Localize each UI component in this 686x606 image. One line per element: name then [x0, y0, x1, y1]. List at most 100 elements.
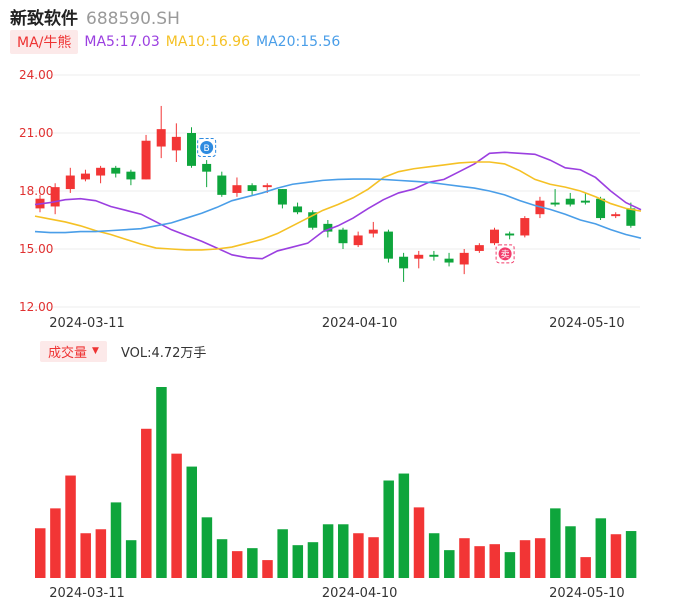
marker-dot: [200, 141, 214, 154]
volume-bar: [338, 524, 349, 578]
volume-bar: [35, 528, 46, 578]
volume-bar: [368, 537, 379, 578]
candle-body: [596, 198, 606, 219]
volume-bar: [292, 545, 304, 578]
volume-bar: [504, 552, 516, 578]
candle-body: [550, 202, 560, 205]
ma10-value: MA10:16.96: [165, 34, 251, 50]
candle-body: [96, 167, 106, 176]
candle-body: [611, 214, 621, 217]
candle-body: [277, 189, 287, 205]
ma10-line: [34, 161, 642, 251]
y-tick-label: 24.00: [19, 68, 53, 82]
x-tick-label: 2024-03-11: [49, 586, 125, 601]
candle-body: [383, 231, 393, 259]
volume-bar: [550, 508, 561, 578]
price-grid: [25, 74, 640, 308]
volume-bar: [95, 529, 107, 578]
candle-body: [80, 173, 90, 180]
volume-bar: [277, 529, 288, 578]
candle-body: [474, 245, 484, 251]
candle-body: [293, 206, 303, 213]
marker-label: 卖: [501, 249, 510, 260]
candle-body: [414, 254, 424, 259]
x-tick-label: 2024-05-10: [549, 316, 625, 331]
candle-body: [338, 229, 348, 244]
volume-value: VOL:4.72万手: [120, 345, 207, 361]
candle-body: [580, 200, 590, 203]
volume-toggle-button[interactable]: 成交量 ▼: [40, 340, 107, 362]
x-tick-label: 2024-04-10: [322, 316, 398, 331]
ma20-value: MA20:15.56: [256, 34, 341, 50]
volume-bar: [171, 453, 182, 578]
candle-body: [353, 235, 363, 246]
candle-body: [308, 212, 318, 228]
volume-bar: [156, 387, 167, 578]
volume-bar: [595, 518, 607, 578]
candle-body: [399, 256, 409, 269]
volume-bar: [428, 533, 440, 578]
sell-marker-icon: 卖: [495, 244, 515, 264]
volume-bar: [474, 546, 485, 578]
candle-body: [262, 185, 272, 188]
x-tick-label: 2024-05-10: [549, 586, 625, 601]
volume-bar: [141, 428, 152, 578]
ma-toggle-button[interactable]: MA/牛熊: [10, 30, 79, 54]
candle-body: [187, 133, 196, 166]
caret-down-icon: ▼: [92, 346, 99, 356]
trade-markers: B卖: [197, 138, 515, 264]
stock-header: 新致软件 688590.SH: [10, 4, 180, 29]
x-tick-label: 2024-04-10: [322, 586, 398, 601]
volume-bar: [80, 533, 91, 578]
volume-bar: [262, 560, 273, 578]
volume-bar: [50, 508, 61, 578]
volume-bar: [216, 539, 228, 578]
volume-legend: 成交量 ▼ VOL:4.72万手: [40, 340, 207, 362]
candle-body: [520, 218, 530, 236]
candle-body: [141, 140, 151, 180]
marker-frame: [197, 138, 217, 157]
date-axis: 2024-03-11 2024-03-11 2024-04-10 2024-04-10…: [49, 316, 625, 601]
volume-bar: [580, 557, 591, 578]
volume-bar: [413, 507, 425, 578]
y-tick-label: 18.00: [19, 184, 53, 198]
volume-bar: [247, 548, 258, 578]
candlestick-series: [35, 105, 636, 282]
volume-series: [35, 387, 637, 578]
candle-body: [232, 185, 242, 193]
stock-name: 新致软件: [10, 9, 78, 29]
candle-body: [111, 167, 121, 174]
buy-marker-icon: B: [197, 138, 217, 157]
y-tick-label: 21.00: [19, 126, 53, 140]
volume-bar: [353, 533, 364, 578]
marker-dot: [498, 247, 512, 261]
candle-body: [156, 129, 166, 147]
y-tick-label: 15.00: [19, 242, 53, 256]
volume-bar: [459, 538, 470, 578]
volume-bar: [186, 466, 197, 578]
marker-frame: [495, 244, 515, 264]
volume-bar: [534, 538, 546, 578]
y-tick-label: 12.00: [19, 300, 53, 314]
x-tick-label: 2024-03-11: [49, 316, 125, 331]
volume-bar: [610, 534, 622, 578]
volume-bar: [322, 524, 334, 578]
candle-body: [126, 171, 136, 180]
stock-code: 688590.SH: [86, 9, 180, 29]
candle-body: [429, 254, 439, 257]
candle-body: [459, 252, 469, 265]
candle-body: [368, 229, 378, 234]
candle-body: [50, 187, 60, 207]
ma-legend: MA/牛熊 MA5:17.03 MA10:16.96 MA20:15.56: [10, 30, 346, 54]
volume-bar: [565, 526, 576, 578]
candle-body: [171, 136, 181, 151]
volume-bar: [201, 517, 213, 578]
candle-body: [323, 223, 333, 232]
volume-bar: [110, 502, 122, 578]
candle-body: [505, 233, 515, 236]
volume-bar: [231, 551, 243, 578]
volume-bar: [489, 544, 500, 578]
candle-body: [490, 229, 499, 244]
candle-body: [444, 258, 454, 263]
